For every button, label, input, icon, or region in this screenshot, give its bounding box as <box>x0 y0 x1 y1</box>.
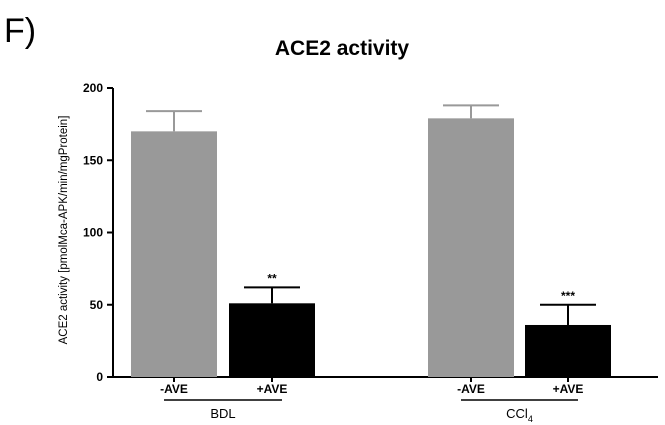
group-label: CCl4 <box>506 406 533 424</box>
significance-marker: ** <box>267 271 277 285</box>
category-label: -AVE <box>160 382 188 396</box>
group-label: BDL <box>210 406 235 421</box>
category-label: +AVE <box>257 382 288 396</box>
significance-marker: *** <box>561 289 575 303</box>
bar <box>229 303 315 377</box>
bar <box>428 118 514 377</box>
chart-title: ACE2 activity <box>275 37 410 60</box>
bar <box>525 324 611 377</box>
y-tick-label: 0 <box>96 370 103 384</box>
category-label: +AVE <box>553 382 584 396</box>
y-tick-label: 200 <box>83 81 103 95</box>
y-tick-label: 150 <box>83 153 103 167</box>
y-axis-label: ACE2 activity [pmolMca-APK/min/mgProtein… <box>58 116 70 345</box>
panel-label: F) <box>4 12 36 50</box>
y-tick-label: 50 <box>90 298 104 312</box>
bar <box>131 131 217 377</box>
category-label: -AVE <box>457 382 485 396</box>
y-tick-label: 100 <box>83 226 103 240</box>
